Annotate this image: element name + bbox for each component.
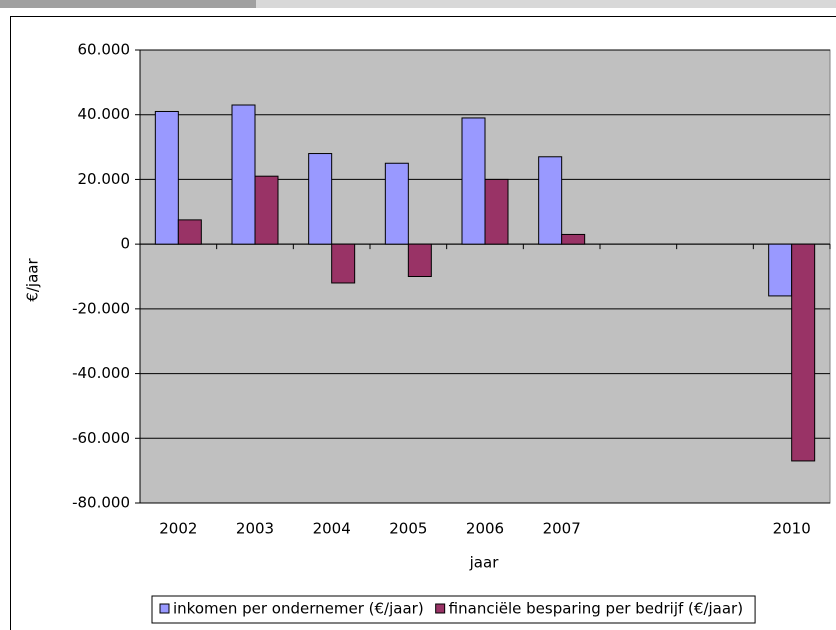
x-tick-label: 2006 <box>466 520 504 538</box>
bar <box>384 162 409 245</box>
bar <box>254 175 279 245</box>
bar <box>231 104 256 245</box>
bar <box>177 219 202 245</box>
legend-swatch <box>435 603 446 614</box>
x-axis-title: jaar <box>469 554 500 572</box>
y-tick-label: -60.000 <box>72 429 130 447</box>
x-tick-label: 2010 <box>773 520 811 538</box>
x-tick-label: 2003 <box>236 520 274 538</box>
bar <box>331 243 356 284</box>
y-tick-label: 60.000 <box>78 41 131 59</box>
y-tick-label: 0 <box>120 235 130 253</box>
y-tick-label: -80.000 <box>72 494 130 512</box>
bar <box>561 233 586 245</box>
bar <box>154 110 179 245</box>
chart-frame <box>10 16 836 630</box>
legend <box>151 595 756 624</box>
bar <box>791 243 816 462</box>
x-tick-label: 2005 <box>389 520 427 538</box>
bar <box>461 117 486 245</box>
y-axis-title: €/jaar <box>24 258 42 302</box>
x-tick-label: 2004 <box>313 520 351 538</box>
legend-label: inkomen per ondernemer (€/jaar) <box>173 600 424 618</box>
bar <box>538 156 563 245</box>
legend-swatch <box>159 603 170 614</box>
bar <box>407 243 432 277</box>
y-tick-label: -20.000 <box>72 299 130 317</box>
top-strip <box>0 0 256 8</box>
y-tick-label: 40.000 <box>78 105 131 123</box>
legend-label: financiële besparing per bedrijf (€/jaar… <box>449 600 743 618</box>
y-tick-label: 20.000 <box>78 170 131 188</box>
bar <box>768 243 793 297</box>
bar <box>308 153 333 245</box>
x-tick-label: 2007 <box>543 520 581 538</box>
bar <box>484 178 509 245</box>
x-tick-label: 2002 <box>159 520 197 538</box>
y-tick-label: -40.000 <box>72 364 130 382</box>
top-strip <box>256 0 836 8</box>
